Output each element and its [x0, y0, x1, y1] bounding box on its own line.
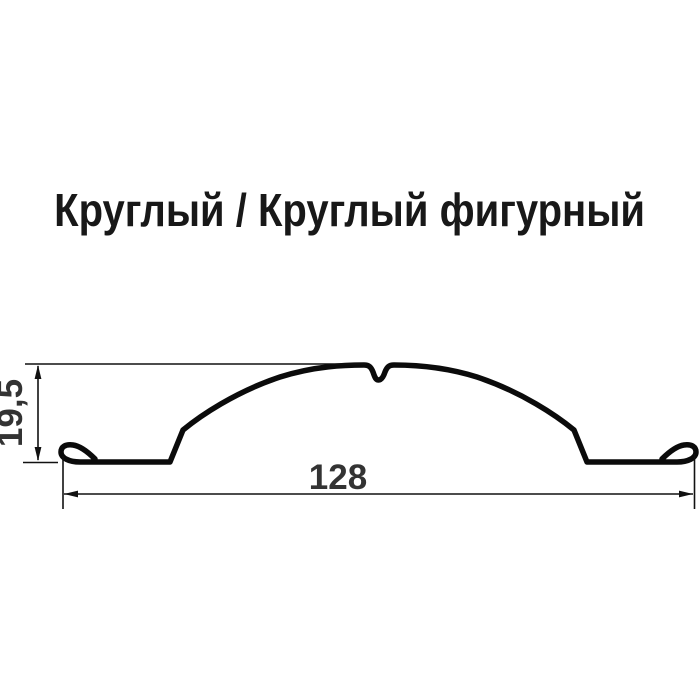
width-arrow-right-icon — [679, 490, 693, 498]
page-title: Круглый / Круглый фигурный — [54, 184, 646, 236]
height-dimension: 19,5 — [0, 363, 366, 464]
width-dimension-value: 128 — [309, 458, 367, 497]
profile-outline — [58, 362, 699, 465]
title-row: Круглый / Круглый фигурный — [0, 181, 700, 239]
width-arrow-left-icon — [64, 490, 78, 498]
width-dimension: 128 — [62, 454, 696, 509]
height-arrow-down-icon — [34, 447, 42, 461]
height-arrow-up-icon — [34, 365, 42, 379]
height-dimension-value: 19,5 — [0, 379, 30, 447]
